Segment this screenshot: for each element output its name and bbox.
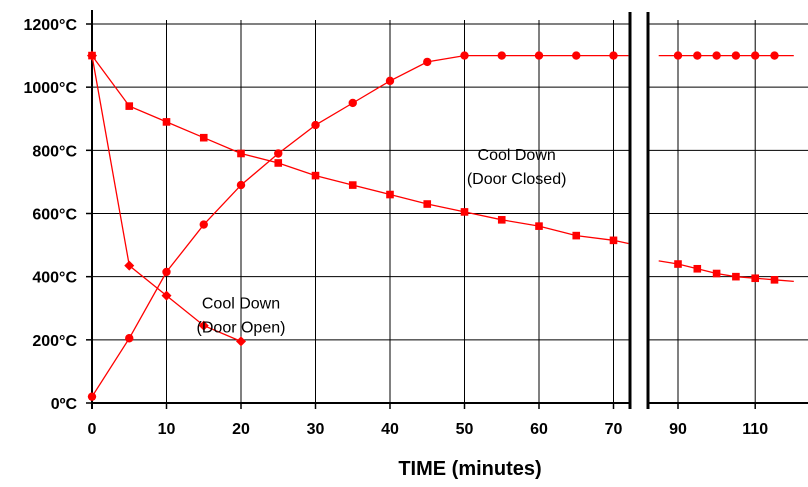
data-point-square	[609, 236, 618, 245]
x-tick-label: 20	[232, 421, 250, 438]
y-tick-label: 800°C	[32, 143, 77, 160]
x-tick-label: 60	[530, 421, 548, 438]
data-point-circle	[125, 334, 134, 343]
data-point-circle	[87, 392, 97, 401]
x-axis-title: TIME (minutes)	[398, 458, 541, 480]
data-point-square	[751, 274, 759, 283]
y-tick-label: 0ºC	[51, 396, 78, 413]
annotation-label: (Door Open)	[197, 319, 286, 336]
data-point-circle	[673, 51, 683, 60]
data-point-square	[572, 231, 581, 240]
data-point-square	[497, 216, 506, 224]
data-point-square	[693, 264, 702, 273]
data-point-circle	[162, 267, 171, 277]
data-point-square	[674, 260, 682, 268]
x-tick-label: 30	[307, 421, 325, 438]
data-point-circle	[274, 149, 283, 158]
annotation-label: (Door Closed)	[467, 171, 567, 188]
x-tick-label: 110	[742, 421, 768, 438]
axes	[86, 10, 808, 409]
data-point-square	[237, 149, 245, 158]
labels: 0ºC 200°C 400°C 600°C 800°C 1000°C 1200°C 0 10 20…	[23, 17, 768, 438]
data-point-circle	[423, 57, 432, 67]
data-point-circle	[731, 51, 741, 60]
data-point-circle	[534, 51, 544, 60]
y-tick-label: 200°C	[32, 333, 77, 350]
y-tick-label: 400°C	[32, 270, 77, 287]
data-point-square	[535, 222, 543, 230]
grid	[92, 20, 808, 403]
data-point-square	[125, 102, 134, 110]
data-point-square	[423, 200, 432, 208]
data-point-square	[732, 272, 740, 281]
x-tick-label: 50	[456, 421, 474, 438]
series-line-square	[91, 55, 629, 245]
data-series	[87, 50, 794, 401]
data-point-square	[199, 133, 208, 142]
data-point-diamond	[198, 320, 209, 331]
data-point-square	[162, 118, 171, 126]
data-point-circle	[572, 51, 581, 60]
data-point-square	[274, 159, 283, 167]
data-point-square	[386, 190, 394, 199]
data-point-square	[460, 208, 469, 216]
y-tick-label: 600°C	[32, 207, 77, 224]
data-point-circle	[712, 51, 721, 60]
annotation-label: Cool Down	[478, 147, 556, 164]
x-tick-label: 90	[669, 421, 687, 438]
data-point-circle	[385, 76, 395, 86]
data-point-diamond	[124, 260, 135, 271]
data-point-circle	[199, 220, 208, 229]
x-tick-label: 10	[158, 421, 176, 438]
x-tick-label: 70	[605, 421, 623, 438]
annotation-label: Cool Down	[202, 295, 280, 312]
data-point-square	[712, 269, 721, 278]
data-point-diamond	[236, 336, 246, 347]
data-point-circle	[311, 120, 320, 130]
x-tick-label: 0	[88, 421, 97, 438]
data-point-circle	[609, 51, 618, 60]
data-point-circle	[460, 51, 469, 60]
data-point-circle	[236, 180, 246, 190]
data-point-circle	[770, 51, 779, 60]
data-point-square	[348, 181, 357, 189]
data-point-circle	[751, 51, 760, 60]
data-point-square	[311, 171, 320, 180]
y-tick-label: 1000°C	[23, 80, 77, 97]
x-tick-label: 40	[381, 421, 399, 438]
data-point-diamond	[161, 290, 172, 301]
series-line-circle	[91, 54, 629, 398]
data-point-circle	[497, 51, 506, 60]
data-point-circle	[348, 98, 357, 108]
data-point-diamond	[87, 50, 97, 61]
data-point-circle	[693, 51, 702, 60]
y-tick-label: 1200°C	[23, 17, 77, 34]
data-point-square	[770, 276, 779, 284]
